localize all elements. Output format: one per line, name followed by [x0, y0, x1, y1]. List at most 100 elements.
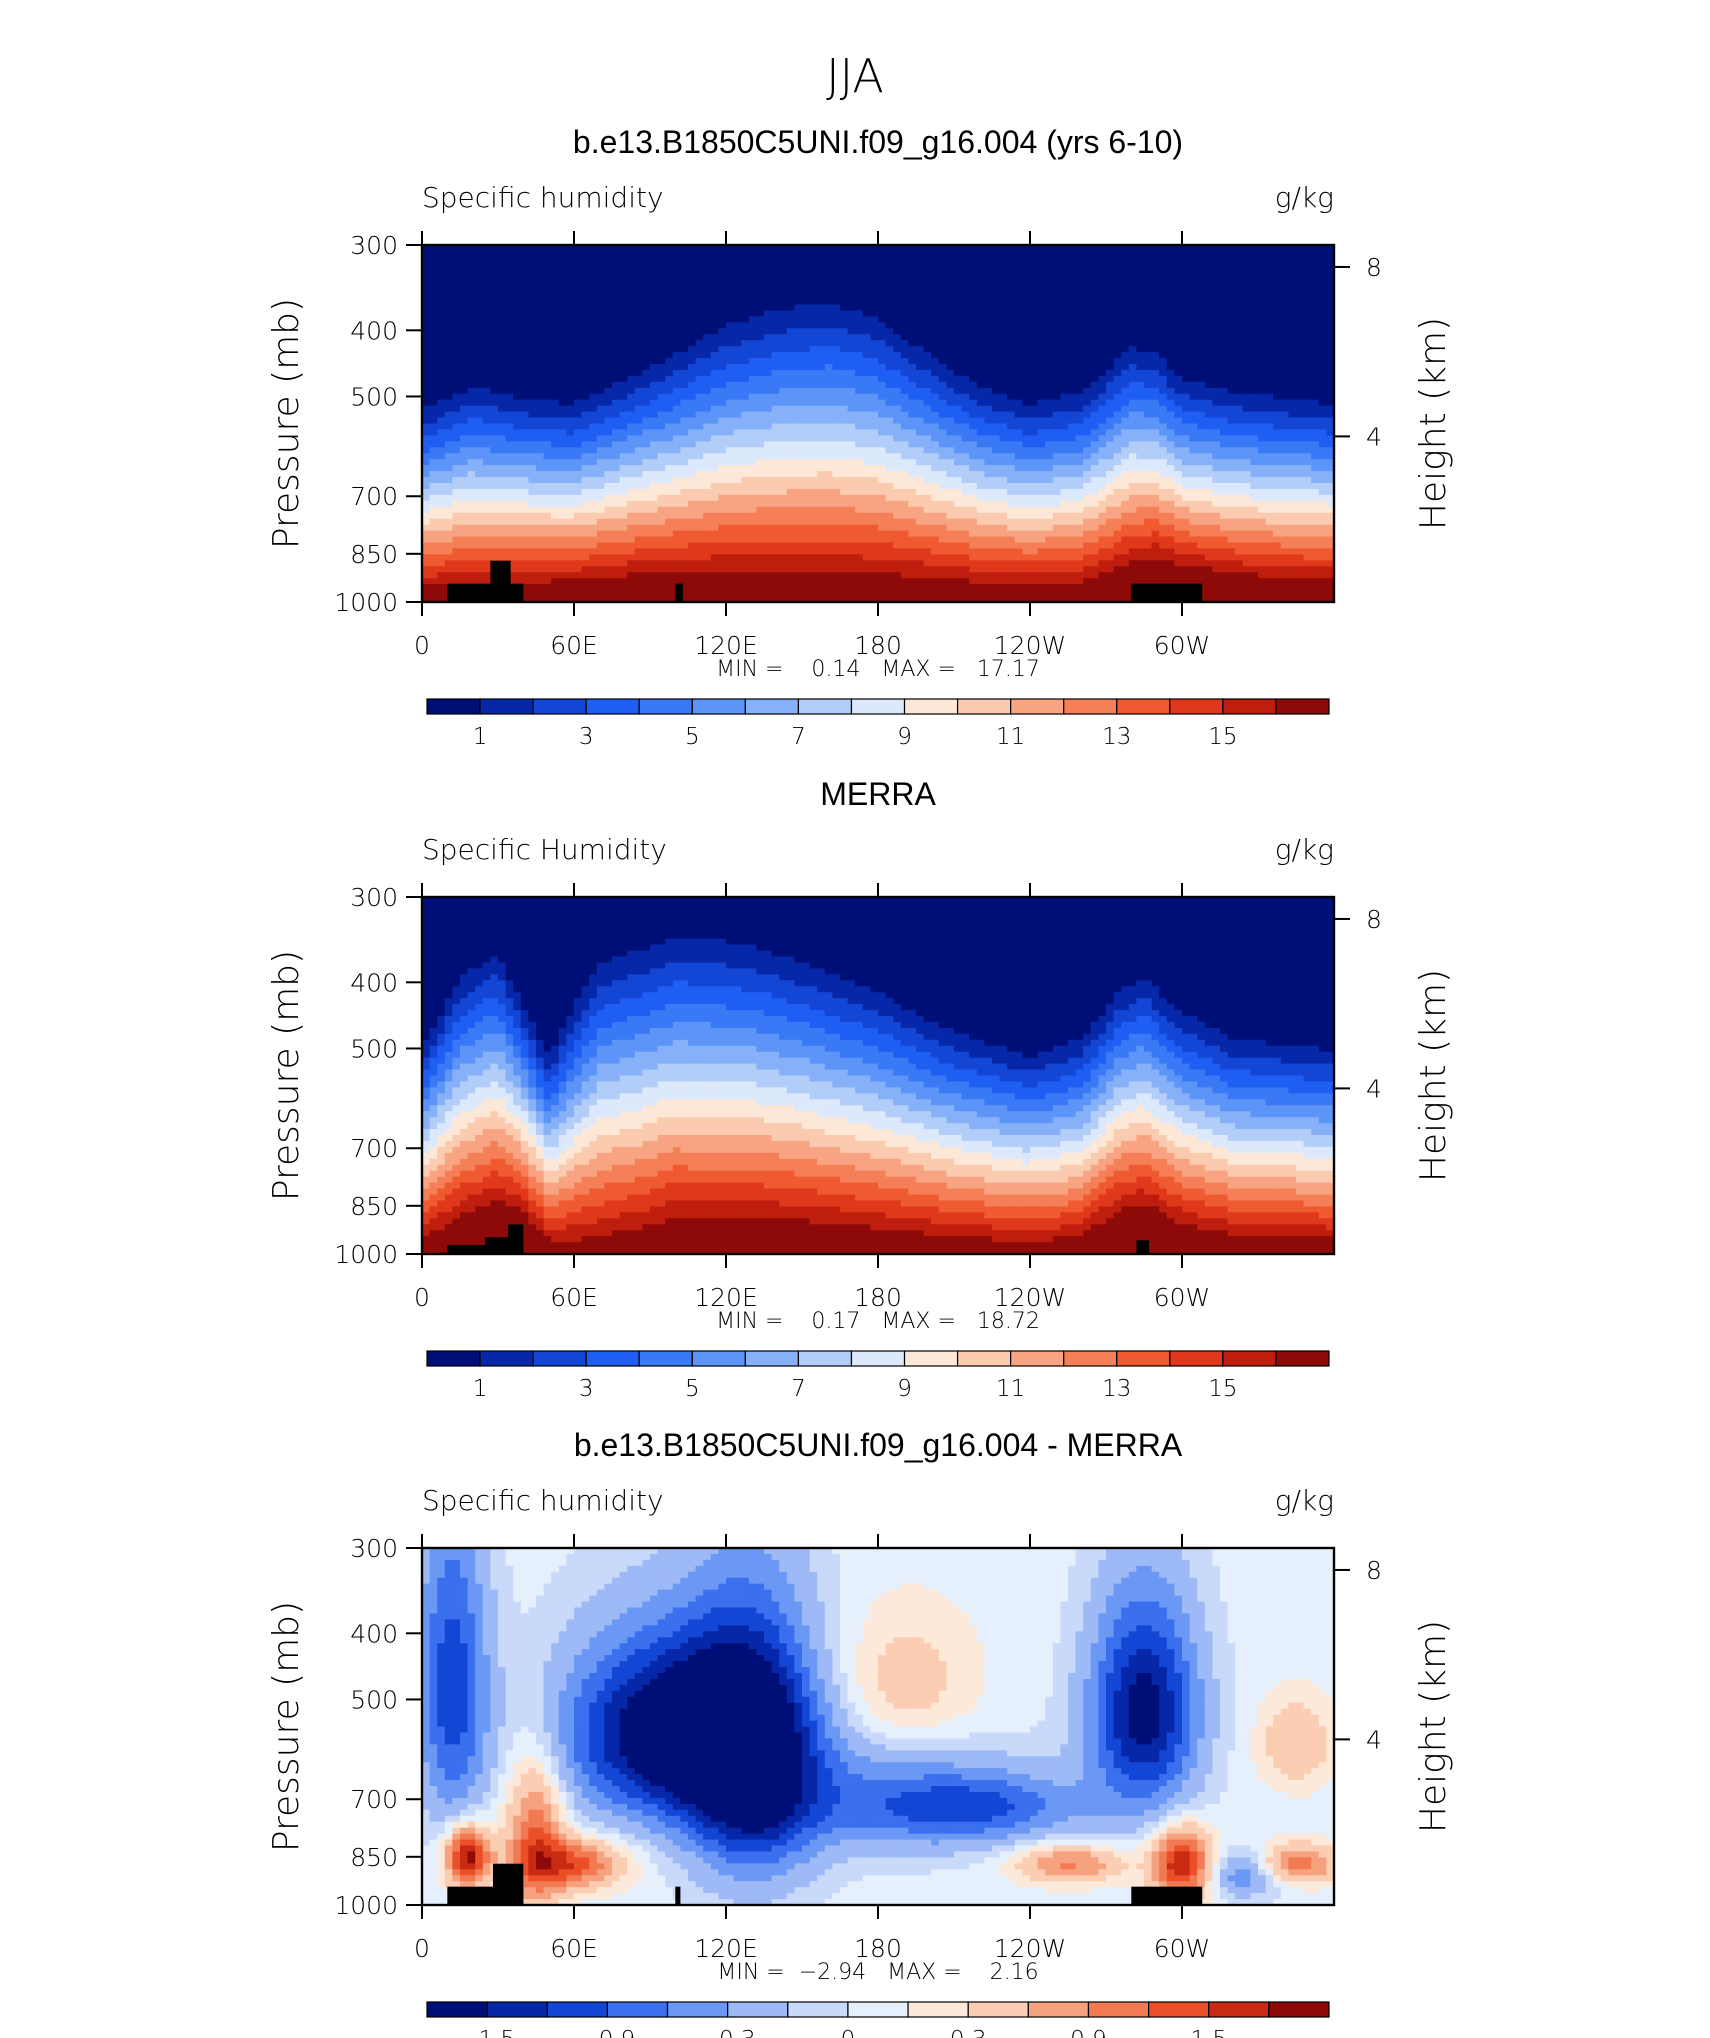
- lon-tick-label: 60W: [1154, 1934, 1211, 1963]
- lon-tick-label: 0: [414, 631, 430, 660]
- colorbar-swatch: [426, 1350, 481, 1367]
- colorbar-swatch: [426, 698, 481, 715]
- lon-tick-label: 120W: [994, 1934, 1066, 1963]
- colorbar-swatch: [585, 1350, 640, 1367]
- contour-field: [422, 245, 1334, 602]
- land-mask: [675, 1886, 681, 1905]
- pressure-tick-label: 1000: [334, 1240, 398, 1269]
- colorbar-label: 3: [579, 1376, 594, 1402]
- pressure-tick-label: 1000: [334, 588, 398, 617]
- height-tick-label: 4: [1366, 422, 1382, 451]
- pressure-tick-label: 500: [350, 1685, 398, 1714]
- colorbar-swatch: [847, 2001, 909, 2018]
- lon-tick-label: 60W: [1154, 1283, 1211, 1312]
- lon-tick-label: 120E: [694, 1283, 758, 1312]
- min-max-stats: MIN = 0.17 MAX = 18.72: [716, 1309, 1040, 1334]
- colorbar-swatch: [532, 698, 587, 715]
- colorbar-swatch: [1063, 698, 1118, 715]
- colorbar-label: 1: [473, 1376, 488, 1402]
- min-max-stats: MIN = −2.94 MAX = 2.16: [717, 1960, 1038, 1985]
- colorbar-swatch: [967, 2001, 1029, 2018]
- lon-tick-label: 60W: [1154, 631, 1211, 660]
- height-tick-label: 4: [1366, 1725, 1382, 1754]
- ylabel-right: Height (km): [1413, 969, 1454, 1182]
- colorbar-swatch: [1169, 1350, 1224, 1367]
- pressure-tick-label: 300: [350, 1534, 398, 1563]
- pressure-tick-label: 1000: [334, 1891, 398, 1920]
- colorbar-label: 13: [1102, 1376, 1131, 1402]
- land-mask: [447, 583, 524, 602]
- colorbar-swatch: [907, 2001, 969, 2018]
- land-mask: [1131, 1886, 1203, 1905]
- colorbar-label: 1: [473, 724, 488, 750]
- land-mask: [675, 583, 683, 602]
- lon-tick-label: 120E: [694, 1934, 758, 1963]
- colorbar-swatch: [1147, 2001, 1210, 2018]
- colorbar-label: 3: [579, 724, 594, 750]
- colorbar-swatch: [787, 2001, 849, 2018]
- colorbar-swatch: [691, 1350, 746, 1367]
- colorbar-swatch: [532, 1350, 587, 1367]
- colorbar-label: 9: [897, 1376, 912, 1402]
- colorbar-swatch: [546, 2001, 608, 2018]
- units-label: g/kg: [1275, 833, 1334, 866]
- colorbar-label: −0.9: [579, 2027, 635, 2038]
- lon-tick-label: 120W: [994, 1283, 1066, 1312]
- colorbar-label: −1.5: [459, 2027, 515, 2038]
- panel-title: MERRA: [820, 776, 936, 812]
- lon-tick-label: 180: [854, 631, 902, 660]
- lon-tick-label: 120E: [694, 631, 758, 660]
- variable-label: Specific Humidity: [422, 833, 667, 866]
- lon-tick-label: 60E: [550, 631, 598, 660]
- colorbar-label: 11: [996, 1376, 1025, 1402]
- colorbar-swatch: [691, 698, 746, 715]
- colorbar-swatch: [638, 1350, 693, 1367]
- contour-field: [422, 897, 1334, 1254]
- panel-3: b.e13.B1850C5UNI.f09_g16.004 - MERRA Spec…: [266, 1427, 1454, 2038]
- pressure-tick-label: 700: [350, 1785, 398, 1814]
- land-mask: [508, 1224, 524, 1254]
- ylabel-left: Pressure (mb): [266, 950, 307, 1201]
- pressure-tick-label: 500: [350, 1034, 398, 1063]
- colorbar-label: 7: [791, 1376, 806, 1402]
- pressure-tick-label: 400: [350, 316, 398, 345]
- colorbar-label: −0.3: [700, 2027, 756, 2038]
- panel-1: b.e13.B1850C5UNI.f09_g16.004 (yrs 6-10) S…: [266, 124, 1454, 750]
- colorbar-swatch: [486, 2001, 548, 2018]
- height-tick-label: 4: [1366, 1074, 1382, 1103]
- figure-title: JJA: [826, 49, 884, 103]
- colorbar-swatch: [606, 2001, 669, 2018]
- pressure-tick-label: 400: [350, 1619, 398, 1648]
- ylabel-right: Height (km): [1413, 317, 1454, 530]
- height-tick-label: 8: [1366, 905, 1382, 934]
- colorbar-swatch: [1268, 2001, 1330, 2018]
- colorbar-swatch: [1222, 698, 1277, 715]
- ylabel-left: Pressure (mb): [266, 298, 307, 549]
- colorbar-label: 13: [1102, 724, 1131, 750]
- lon-tick-label: 0: [414, 1934, 430, 1963]
- min-max-stats: MIN = 0.14 MAX = 17.17: [716, 657, 1040, 682]
- variable-label: Specific humidity: [422, 1484, 664, 1517]
- colorbar-swatch: [638, 698, 693, 715]
- colorbar: 1 3 5 7 9 11 13 15: [426, 698, 1330, 750]
- colorbar: 1 3 5 7 9 11 13 15: [426, 1350, 1330, 1402]
- colorbar-swatch: [1275, 698, 1330, 715]
- land-mask: [1136, 1240, 1150, 1254]
- lon-tick-label: 60E: [550, 1934, 598, 1963]
- colorbar-swatch: [1063, 1350, 1118, 1367]
- colorbar-swatch: [1010, 698, 1065, 715]
- land-mask: [490, 560, 511, 602]
- colorbar-swatch: [1208, 2001, 1270, 2018]
- panel-title: b.e13.B1850C5UNI.f09_g16.004 - MERRA: [574, 1427, 1183, 1463]
- pressure-tick-label: 500: [350, 382, 398, 411]
- colorbar-swatch: [850, 1350, 906, 1367]
- units-label: g/kg: [1275, 1484, 1334, 1517]
- colorbar-swatch: [666, 2001, 729, 2018]
- colorbar-swatch: [1169, 698, 1224, 715]
- ylabel-right: Height (km): [1413, 1620, 1454, 1833]
- units-label: g/kg: [1275, 181, 1334, 214]
- lon-tick-label: 0: [414, 1283, 430, 1312]
- colorbar-swatch: [903, 698, 959, 715]
- colorbar-label: 7: [791, 724, 806, 750]
